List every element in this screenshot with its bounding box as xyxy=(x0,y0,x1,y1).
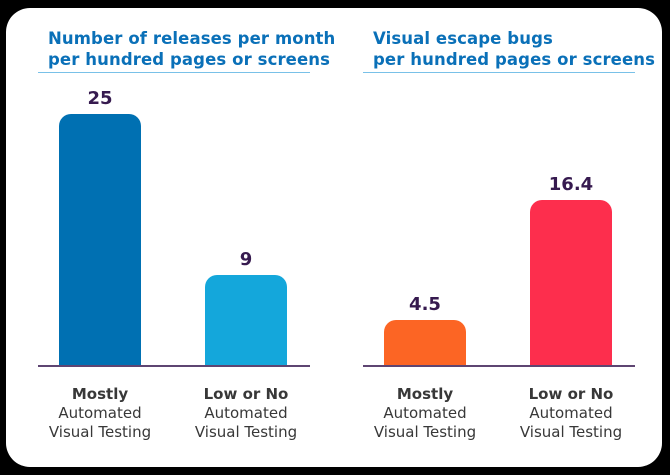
category-label-line: Automated xyxy=(529,404,613,422)
bar-value-label: 4.5 xyxy=(409,294,441,315)
chart-title-releases: Number of releases per month per hundred… xyxy=(38,28,336,73)
category-label-line: Visual Testing xyxy=(519,423,623,441)
category-label: Low or No Automated Visual Testing xyxy=(496,385,646,442)
bar xyxy=(59,114,141,365)
category-label: Mostly Automated Visual Testing xyxy=(25,385,175,442)
bar xyxy=(384,320,466,365)
category-label-line: Mostly xyxy=(71,385,129,403)
bar xyxy=(530,200,612,365)
category-label-line: Automated xyxy=(58,404,142,422)
bar-value-label: 9 xyxy=(239,249,253,270)
category-label: Mostly Automated Visual Testing xyxy=(350,385,500,442)
plot-area-bugs: 4.5 16.4 xyxy=(363,73,635,367)
bar-value-label: 25 xyxy=(87,88,113,109)
category-label-line: Automated xyxy=(383,404,467,422)
category-labels-bugs: Mostly Automated Visual Testing Low or No Au… xyxy=(363,385,635,447)
bar xyxy=(205,275,287,365)
bar-value-label: 16.4 xyxy=(548,174,594,195)
category-label-line: Visual Testing xyxy=(373,423,477,441)
chart-title-line: per hundred pages or screens xyxy=(373,50,656,69)
chart-title-line: Visual escape bugs xyxy=(373,29,553,48)
category-label-line: Low or No xyxy=(528,385,614,403)
category-label-line: Visual Testing xyxy=(48,423,152,441)
chart-title-bugs: Visual escape bugs per hundred pages or … xyxy=(363,28,656,73)
plot-area-releases: 25 9 xyxy=(38,73,310,367)
category-label-line: Automated xyxy=(204,404,288,422)
category-label-line: Mostly xyxy=(396,385,454,403)
category-labels-releases: Mostly Automated Visual Testing Low or No Au… xyxy=(38,385,310,447)
chart-card: Number of releases per month per hundred… xyxy=(6,8,662,467)
category-label: Low or No Automated Visual Testing xyxy=(171,385,321,442)
chart-panel-bugs: Visual escape bugs per hundred pages or … xyxy=(363,28,656,447)
category-label-line: Visual Testing xyxy=(194,423,298,441)
chart-title-line: Number of releases per month xyxy=(48,29,336,48)
chart-panel-releases: Number of releases per month per hundred… xyxy=(38,28,336,447)
chart-title-line: per hundred pages or screens xyxy=(48,50,331,69)
category-label-line: Low or No xyxy=(203,385,289,403)
